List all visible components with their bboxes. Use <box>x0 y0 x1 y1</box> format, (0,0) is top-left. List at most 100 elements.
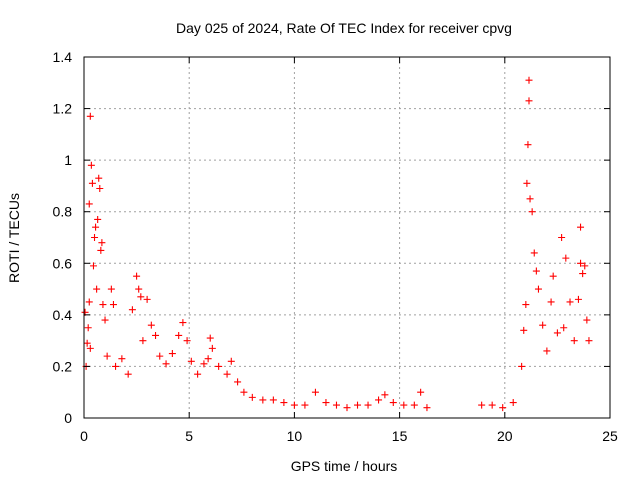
data-point <box>290 401 298 409</box>
data-point <box>88 179 96 187</box>
data-point <box>98 239 106 247</box>
data-point <box>156 352 164 360</box>
data-point <box>194 370 202 378</box>
data-point <box>488 401 496 409</box>
data-point <box>553 329 561 337</box>
data-point <box>525 97 533 105</box>
x-tick-label: 5 <box>185 428 193 444</box>
data-point <box>135 285 143 293</box>
data-point <box>175 331 183 339</box>
data-point <box>364 401 372 409</box>
data-point <box>223 370 231 378</box>
data-point <box>83 339 91 347</box>
data-point <box>107 285 115 293</box>
x-tick-label: 10 <box>287 428 303 444</box>
data-point <box>301 401 309 409</box>
data-point <box>560 324 568 332</box>
data-point <box>179 319 187 327</box>
data-point <box>311 388 319 396</box>
data-point <box>525 76 533 84</box>
data-point <box>354 401 362 409</box>
y-tick-label: 0.8 <box>53 204 73 220</box>
x-tick-label: 15 <box>392 428 408 444</box>
chart-title: Day 025 of 2024, Rate Of TEC Index for r… <box>176 20 512 36</box>
x-tick-label: 0 <box>80 428 88 444</box>
data-point <box>187 357 195 365</box>
data-point <box>585 337 593 345</box>
data-point <box>183 337 191 345</box>
y-tick-label: 0 <box>64 410 72 426</box>
data-point <box>204 355 212 363</box>
data-point <box>97 246 105 254</box>
data-point <box>248 393 256 401</box>
data-point <box>322 399 330 407</box>
data-point <box>240 388 248 396</box>
data-point <box>143 295 151 303</box>
data-point <box>543 347 551 355</box>
grid-layer <box>84 57 610 418</box>
data-point <box>96 185 104 193</box>
data-point <box>528 208 536 216</box>
x-axis-label: GPS time / hours <box>291 458 398 474</box>
data-point <box>423 404 431 412</box>
y-axis-label: ROTI / TECUs <box>6 193 22 283</box>
data-point <box>128 306 136 314</box>
data-point <box>109 301 117 309</box>
data-point <box>577 223 585 231</box>
data-point <box>343 404 351 412</box>
data-point <box>562 254 570 262</box>
data-point <box>579 270 587 278</box>
x-tick-label: 25 <box>602 428 618 444</box>
data-point <box>92 223 100 231</box>
data-point <box>227 357 235 365</box>
data-point <box>139 337 147 345</box>
data-point <box>103 352 111 360</box>
data-point <box>168 350 176 358</box>
data-point <box>400 401 408 409</box>
y-tick-label: 0.2 <box>53 358 73 374</box>
data-point <box>539 321 547 329</box>
data-point <box>162 360 170 368</box>
data-point <box>526 195 534 203</box>
axis-layer: 0 5 10 15 20 25 0 0.2 0.4 0.6 0.8 1 1.2 1.4 <box>53 49 618 444</box>
data-point <box>206 334 214 342</box>
data-point <box>547 298 555 306</box>
data-point <box>147 321 155 329</box>
data-point <box>87 161 95 169</box>
data-point <box>509 399 517 407</box>
data-point <box>577 259 585 267</box>
data-point <box>84 324 92 332</box>
data-point <box>332 401 340 409</box>
x-tick-label: 20 <box>497 428 513 444</box>
data-point <box>280 399 288 407</box>
data-point <box>499 404 507 412</box>
data-point <box>99 301 107 309</box>
data-point <box>86 112 94 120</box>
data-point <box>94 215 102 223</box>
data-point <box>89 262 97 270</box>
data-point <box>91 234 99 241</box>
y-tick-label: 1.2 <box>53 101 73 117</box>
data-point <box>85 200 93 208</box>
data-point <box>566 298 574 306</box>
plot-frame <box>83 56 611 419</box>
data-point <box>530 249 538 257</box>
data-point <box>381 391 389 399</box>
data-point <box>532 267 540 275</box>
data-point <box>549 272 557 280</box>
data-point <box>85 298 93 306</box>
data-point <box>118 355 126 363</box>
y-tick-label: 1 <box>64 152 72 168</box>
data-point <box>520 326 528 334</box>
data-point <box>234 378 242 386</box>
data-point <box>375 396 383 404</box>
data-point <box>574 295 582 303</box>
data-point <box>410 401 418 409</box>
data-point <box>523 179 531 187</box>
data-point <box>93 285 101 293</box>
data-point <box>522 301 530 309</box>
data-point <box>95 174 103 182</box>
point-layer <box>81 76 593 412</box>
data-point <box>570 337 578 345</box>
